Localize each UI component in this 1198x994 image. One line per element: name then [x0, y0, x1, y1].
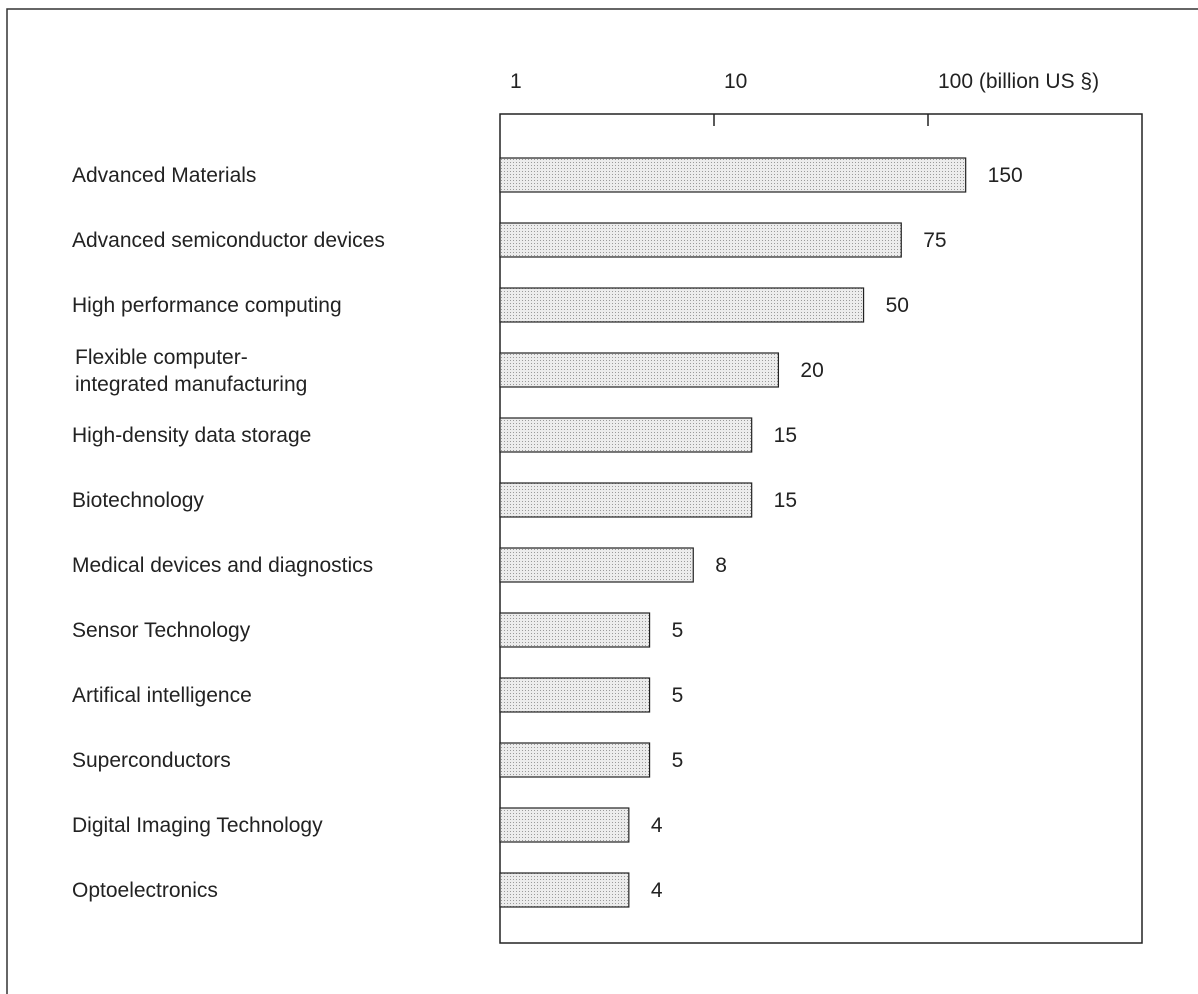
- bar: [499, 287, 865, 323]
- bar: [499, 677, 651, 713]
- category-label: Optoelectronics: [72, 879, 218, 902]
- bar: [499, 807, 630, 843]
- bar: [499, 872, 630, 908]
- x-tick-label: 10: [724, 70, 747, 93]
- bar: [499, 222, 902, 258]
- data-label: 15: [774, 489, 797, 512]
- x-tick-label: 100 (billion US §): [938, 70, 1099, 93]
- data-label: 5: [672, 749, 684, 772]
- x-axis-ticks: 1 10 100 (billion US §): [510, 70, 1099, 126]
- data-label: 75: [923, 229, 946, 252]
- bar: [499, 417, 753, 453]
- bars: 150 Advanced Materials 75 Advanced semicond…: [72, 157, 1023, 908]
- data-label: 4: [651, 814, 663, 837]
- data-label: 8: [715, 554, 727, 577]
- category-label: Medical devices and diagnostics: [72, 554, 373, 577]
- bar: [499, 157, 967, 193]
- data-label: 50: [886, 294, 909, 317]
- category-label: Sensor Technology: [72, 619, 251, 642]
- category-label: Advanced Materials: [72, 164, 256, 187]
- category-label: Flexible computer-: [75, 346, 248, 369]
- category-label: integrated manufacturing: [75, 373, 307, 396]
- plot-frame: [499, 113, 1143, 944]
- page-border: [6, 8, 1198, 994]
- bar: [499, 352, 780, 388]
- data-label: 150: [988, 164, 1023, 187]
- category-label: Advanced semiconductor devices: [72, 229, 385, 252]
- category-label: Superconductors: [72, 749, 231, 772]
- bar: [499, 547, 694, 583]
- category-label: Biotechnology: [72, 489, 204, 512]
- category-label: High performance computing: [72, 294, 342, 317]
- data-label: 5: [672, 684, 684, 707]
- data-label: 15: [774, 424, 797, 447]
- category-label: High-density data storage: [72, 424, 311, 447]
- data-label: 5: [672, 619, 684, 642]
- data-label: 20: [800, 359, 823, 382]
- category-label: Artifical intelligence: [72, 684, 252, 707]
- bar: [499, 612, 651, 648]
- data-label: 4: [651, 879, 663, 902]
- bar: [499, 742, 651, 778]
- x-tick-label: 1: [510, 70, 522, 93]
- category-label: Digital Imaging Technology: [72, 814, 323, 837]
- bar: [499, 482, 753, 518]
